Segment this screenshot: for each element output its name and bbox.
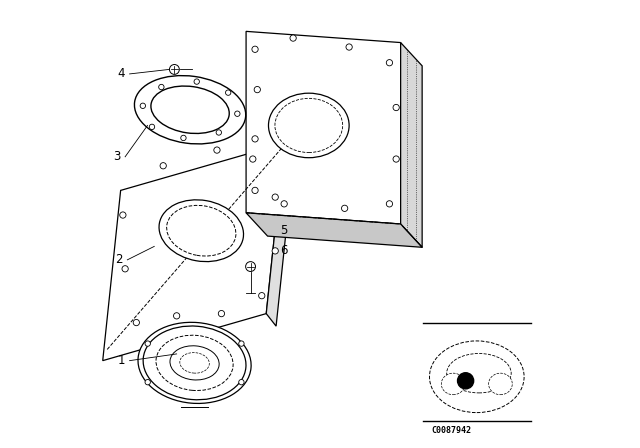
Circle shape [120,212,126,218]
Circle shape [216,130,221,135]
Circle shape [239,341,244,346]
Ellipse shape [442,373,465,395]
Polygon shape [266,143,294,326]
Circle shape [194,79,200,84]
Circle shape [170,65,179,74]
Circle shape [246,262,255,271]
Polygon shape [246,213,422,247]
Circle shape [122,266,128,272]
Circle shape [225,90,231,95]
Circle shape [145,379,150,385]
Circle shape [281,201,287,207]
Ellipse shape [138,322,251,404]
Ellipse shape [143,326,246,400]
Text: C0087942: C0087942 [431,426,472,435]
Circle shape [173,313,180,319]
Circle shape [159,84,164,90]
Ellipse shape [170,346,219,380]
Circle shape [393,156,399,162]
Circle shape [149,124,155,129]
Ellipse shape [488,373,512,395]
Ellipse shape [151,86,229,134]
Ellipse shape [156,335,233,391]
Circle shape [239,379,244,385]
Polygon shape [401,43,422,247]
Circle shape [180,135,186,141]
Circle shape [346,44,352,50]
Text: 6: 6 [280,244,288,258]
Circle shape [133,319,140,326]
Circle shape [393,104,399,111]
Text: 4: 4 [118,67,125,81]
Circle shape [252,187,258,194]
Ellipse shape [180,353,209,373]
Ellipse shape [166,205,236,256]
Text: 1: 1 [118,354,125,367]
Circle shape [272,194,278,200]
Ellipse shape [447,353,511,393]
Circle shape [252,136,258,142]
Ellipse shape [429,341,524,413]
Circle shape [254,86,260,93]
Circle shape [160,163,166,169]
Text: 2: 2 [115,253,123,267]
Circle shape [214,147,220,153]
Polygon shape [103,143,284,361]
Text: 3: 3 [113,150,121,164]
Circle shape [272,248,278,254]
Polygon shape [246,31,401,224]
Circle shape [342,205,348,211]
Circle shape [458,373,474,389]
Text: 5: 5 [280,224,288,237]
Ellipse shape [275,99,342,152]
Circle shape [387,201,392,207]
Circle shape [252,46,258,52]
Ellipse shape [269,93,349,158]
Circle shape [235,111,240,116]
Circle shape [145,341,150,346]
Circle shape [250,156,256,162]
Circle shape [140,103,145,108]
Circle shape [218,310,225,317]
Circle shape [290,35,296,41]
Circle shape [259,293,265,299]
Circle shape [387,60,392,66]
Ellipse shape [159,200,244,262]
Ellipse shape [134,76,246,144]
